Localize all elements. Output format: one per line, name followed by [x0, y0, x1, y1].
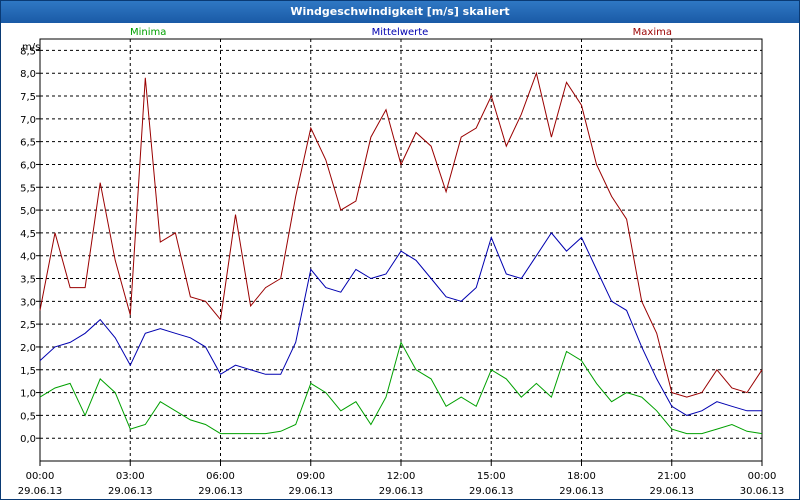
y-tick-label: 6,0	[20, 160, 36, 171]
x-tick-date: 29.06.13	[198, 486, 243, 497]
y-tick-label: 2,5	[20, 320, 36, 331]
y-tick-label: 3,5	[20, 275, 36, 286]
y-tick-label: 1,5	[20, 366, 36, 377]
y-tick-label: 3,0	[20, 297, 36, 308]
y-tick-label: 7,5	[20, 92, 36, 103]
x-tick-time: 12:00	[387, 471, 416, 482]
x-tick-time: 06:00	[206, 471, 235, 482]
legend-maxima: Maxima	[633, 27, 672, 38]
y-axis-unit: m/s	[22, 42, 40, 53]
x-tick-date: 29.06.13	[649, 486, 694, 497]
x-tick-time: 03:00	[116, 471, 145, 482]
y-tick-label: 6,5	[20, 138, 36, 149]
y-tick-label: 2,0	[20, 343, 36, 354]
series-line-mittelwerte	[39, 232, 762, 416]
x-tick-time: 09:00	[296, 471, 325, 482]
y-tick-label: 4,0	[20, 252, 36, 263]
y-tick-label: 5,5	[20, 183, 36, 194]
y-tick-label: 4,5	[20, 229, 36, 240]
x-tick-date: 30.06.13	[740, 486, 785, 497]
x-tick-date: 29.06.13	[559, 486, 604, 497]
x-tick-date: 29.06.13	[288, 486, 333, 497]
x-tick-time: 15:00	[477, 471, 506, 482]
y-tick-label: 1,0	[20, 389, 36, 400]
y-tick-label: 8,5	[20, 46, 36, 57]
series-line-minima	[39, 341, 763, 435]
chart-title: Windgeschwindigkeit [m/s] skaliert	[1, 1, 799, 23]
x-tick-date: 29.06.13	[108, 486, 153, 497]
x-tick-time: 00:00	[748, 471, 777, 482]
legend-mittelwerte: Mittelwerte	[372, 27, 429, 38]
x-tick-date: 29.06.13	[18, 486, 63, 497]
legend-minima: Minima	[130, 27, 166, 38]
x-tick-date: 29.06.13	[379, 486, 424, 497]
y-tick-label: 0,0	[20, 434, 36, 445]
y-tick-label: 8,0	[20, 69, 36, 80]
y-tick-label: 0,5	[20, 411, 36, 422]
x-tick-time: 00:00	[26, 471, 55, 482]
y-tick-label: 5,0	[20, 206, 36, 217]
x-tick-time: 21:00	[657, 471, 686, 482]
y-tick-label: 7,0	[20, 115, 36, 126]
x-tick-date: 29.06.13	[469, 486, 514, 497]
series-line-maxima	[39, 71, 763, 398]
x-tick-time: 18:00	[567, 471, 596, 482]
